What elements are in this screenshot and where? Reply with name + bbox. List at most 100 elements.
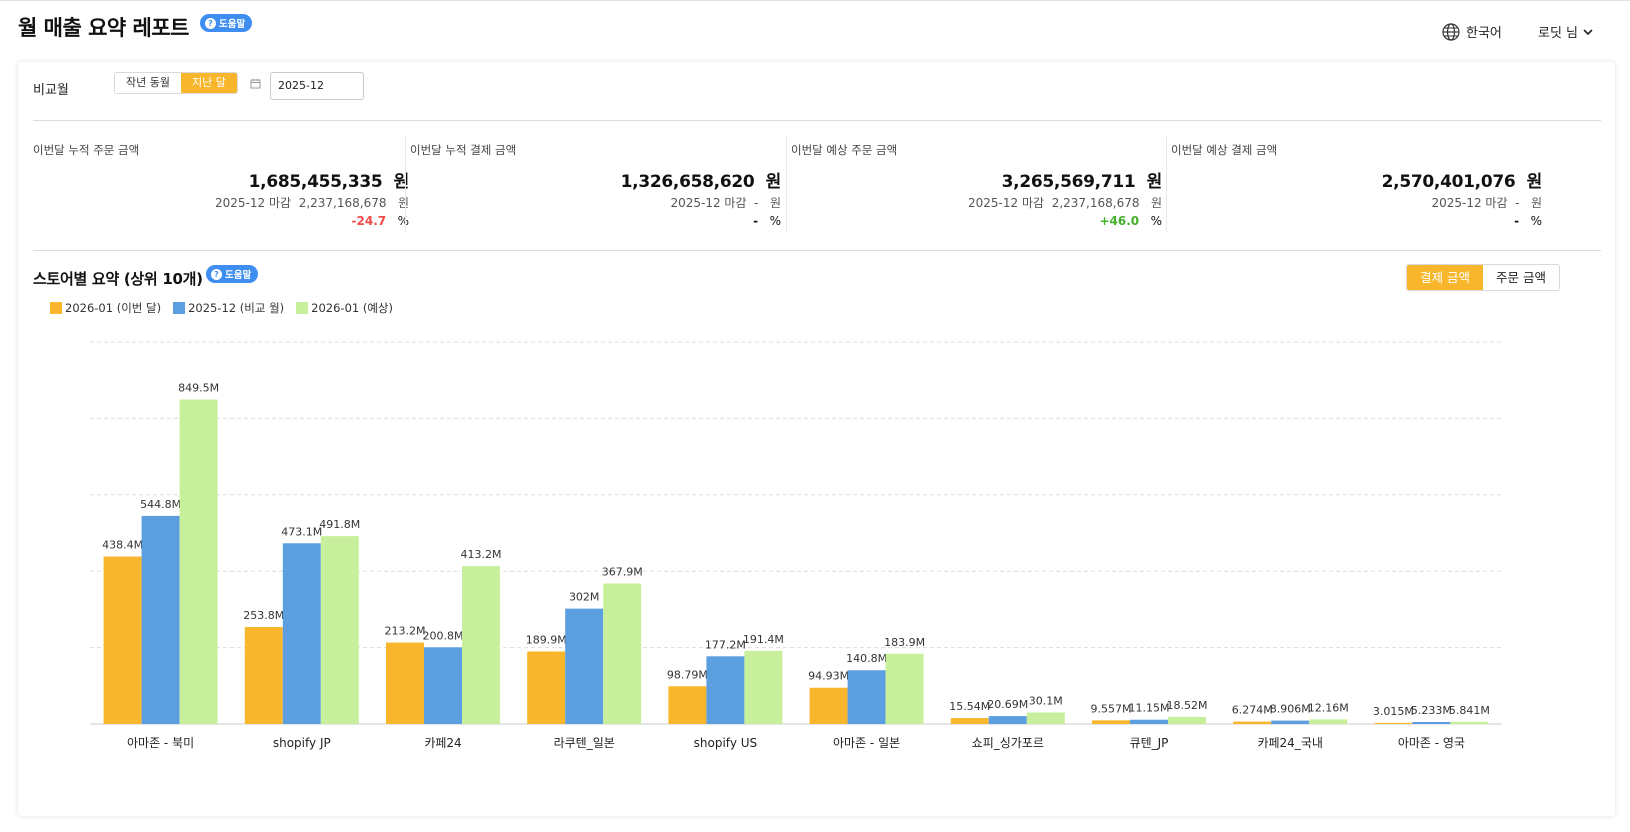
compare-segmented-control: 작년 동월 지난 달: [114, 72, 238, 94]
bar-value-label: 12.16M: [1308, 701, 1349, 714]
bar[interactable]: [462, 566, 500, 724]
user-name: 로딧 님: [1538, 26, 1579, 41]
bar[interactable]: [1092, 720, 1130, 724]
bar[interactable]: [1168, 716, 1206, 724]
category-label: 카페24_국내: [1257, 736, 1322, 750]
category-label: 쇼피_싱가포르: [972, 736, 1044, 750]
bar[interactable]: [988, 716, 1027, 724]
kpi-unit: 원: [1146, 172, 1163, 192]
bar[interactable]: [1026, 712, 1065, 724]
kpi-value: 3,265,569,711 원: [1001, 167, 1163, 192]
calendar-icon: [250, 79, 261, 89]
bar[interactable]: [1374, 722, 1413, 724]
toggle-order-amount[interactable]: 주문 금액: [1482, 265, 1559, 290]
bar[interactable]: [885, 653, 924, 724]
section-help-button[interactable]: ? 도움말: [206, 265, 259, 283]
kpi-change-value: -24.7: [351, 214, 387, 228]
top-border: [0, 0, 1630, 1]
kpi-compare: 2025-12 마감 - 원: [1431, 194, 1542, 211]
bar-value-label: 253.8M: [243, 609, 284, 622]
bar[interactable]: [1233, 721, 1272, 724]
bar[interactable]: [744, 650, 783, 724]
bar-value-label: 473.1M: [281, 525, 322, 538]
legend-swatch: [173, 302, 186, 314]
bar[interactable]: [1271, 720, 1310, 724]
kpi-card: 이번달 누적 결제 금액 1,326,658,620 원 2025-12 마감 - …: [405, 137, 785, 232]
bar[interactable]: [1130, 719, 1168, 724]
bar-value-label: 5.841M: [1449, 704, 1490, 717]
bar-value-label: 438.4M: [102, 539, 143, 552]
title-help-button[interactable]: ? 도움말: [200, 14, 253, 32]
kpi-amount: 3,265,569,711: [1001, 172, 1136, 192]
bar[interactable]: [244, 627, 283, 724]
globe-icon: [1442, 22, 1460, 41]
kpi-change-unit: %: [1150, 214, 1162, 228]
kpi-label: 이번달 누적 결제 금액: [410, 143, 517, 157]
divider: [33, 250, 1601, 251]
section-title: 스토어별 요약 (상위 10개): [33, 270, 203, 288]
kpi-change: - %: [753, 214, 781, 228]
page-title: 월 매출 요약 레포트: [18, 16, 190, 40]
bar[interactable]: [386, 642, 424, 724]
legend-label: 2025-12 (비교 월): [188, 301, 285, 315]
kpi-value: 2,570,401,076 원: [1381, 167, 1543, 192]
month-input[interactable]: 2025-12: [270, 72, 364, 100]
compare-month-label: 비교월: [33, 83, 69, 98]
kpi-compare-prefix: 2025-12 마감: [670, 196, 747, 210]
bar-value-label: 20.69M: [987, 698, 1028, 711]
kpi-compare-unit: 원: [1530, 196, 1542, 210]
option-last-month[interactable]: 지난 달: [180, 73, 237, 93]
bar[interactable]: [103, 556, 142, 724]
bar[interactable]: [950, 718, 989, 724]
bar[interactable]: [424, 647, 462, 724]
language-selector[interactable]: 한국어: [1442, 22, 1502, 41]
bar[interactable]: [668, 686, 707, 724]
legend-item[interactable]: 2025-12 (비교 월): [173, 300, 284, 316]
bar-value-label: 213.2M: [385, 625, 426, 638]
kpi-compare-value: -: [1515, 196, 1520, 210]
kpi-amount: 2,570,401,076: [1381, 172, 1516, 192]
kpi-compare-value: 2,237,168,678: [298, 196, 387, 210]
bar[interactable]: [565, 608, 604, 724]
bar[interactable]: [603, 583, 642, 724]
category-label: 카페24: [424, 736, 461, 750]
user-menu[interactable]: 로딧 님: [1538, 22, 1594, 41]
bar[interactable]: [706, 656, 745, 724]
option-last-year[interactable]: 작년 동월: [115, 73, 181, 93]
bar[interactable]: [1309, 719, 1348, 724]
divider: [33, 120, 1601, 121]
bar[interactable]: [320, 536, 359, 724]
category-label: 아마존 - 북미: [127, 736, 194, 750]
category-label: shopify JP: [273, 736, 331, 750]
legend-item[interactable]: 2026-01 (예상): [296, 300, 393, 316]
bar[interactable]: [527, 651, 566, 724]
legend-item[interactable]: 2026-01 (이번 달): [50, 300, 161, 316]
bar-value-label: 94.93M: [808, 670, 849, 683]
bar[interactable]: [179, 399, 218, 724]
bar[interactable]: [809, 687, 848, 724]
kpi-amount: 1,326,658,620: [620, 172, 755, 192]
kpi-compare-prefix: 2025-12 마감: [1431, 196, 1508, 210]
legend-swatch: [296, 302, 309, 314]
kpi-change-value: -: [1514, 214, 1520, 228]
kpi-amount: 1,685,455,335: [248, 172, 383, 192]
toggle-payment-amount[interactable]: 결제 금액: [1407, 265, 1483, 290]
kpi-unit: 원: [765, 172, 782, 192]
bar-value-label: 6.274M: [1232, 704, 1273, 717]
bar[interactable]: [141, 515, 180, 724]
bar[interactable]: [282, 543, 321, 724]
legend-label: 2026-01 (이번 달): [65, 301, 162, 315]
bar-value-label: 849.5M: [178, 381, 219, 394]
kpi-value: 1,326,658,620 원: [620, 167, 782, 192]
bar-value-label: 30.1M: [1029, 695, 1063, 708]
bar[interactable]: [847, 670, 886, 724]
bar-value-label: 544.8M: [140, 498, 181, 511]
kpi-compare-value: 2,237,168,678: [1051, 196, 1140, 210]
kpi-compare-value: -: [754, 196, 759, 210]
bar[interactable]: [1450, 721, 1489, 724]
kpi-compare: 2025-12 마감 2,237,168,678 원: [968, 194, 1162, 211]
bar-value-label: 191.4M: [743, 633, 784, 646]
kpi-compare: 2025-12 마감 2,237,168,678 원: [215, 194, 409, 211]
question-icon: ?: [211, 268, 222, 280]
bar[interactable]: [1412, 722, 1451, 724]
